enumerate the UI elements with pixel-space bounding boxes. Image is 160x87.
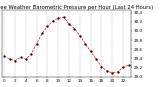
Title: Milwaukee Weather Barometric Pressure per Hour (Last 24 Hours): Milwaukee Weather Barometric Pressure pe… [0, 5, 154, 10]
